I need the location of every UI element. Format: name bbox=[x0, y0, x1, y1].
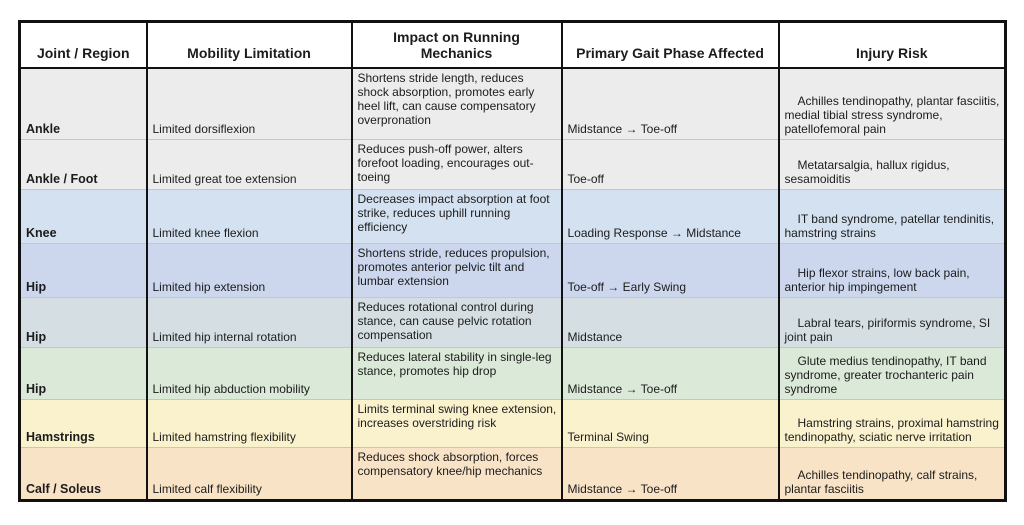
gait-phase-cell: Terminal Swing bbox=[560, 399, 780, 448]
gait-phase-cell: Midstance → Toe-off bbox=[560, 67, 780, 140]
impact-cell: Reduces shock absorption, forces compens… bbox=[350, 447, 563, 501]
impact-cell: Reduces push-off power, alters forefoot … bbox=[350, 139, 563, 190]
mobility-limitation-table: Joint / Region Mobility Limitation Impac… bbox=[18, 20, 1007, 502]
table-row-hamstrings: Hamstrings Limited hamstring flexibility… bbox=[18, 399, 1007, 448]
injury-risk-cell: Hip flexor strains, low back pain, anter… bbox=[777, 243, 1007, 298]
joint-cell: Ankle / Foot bbox=[18, 139, 148, 190]
header-impact-running-mechanics: Impact on Running Mechanics bbox=[350, 20, 563, 69]
limitation-cell: Limited dorsiflexion bbox=[145, 67, 353, 140]
gait-phase-cell: Midstance → Toe-off bbox=[560, 347, 780, 400]
limitation-cell: Limited hip abduction mobility bbox=[145, 347, 353, 400]
table-row-hip-extension: Hip Limited hip extension Shortens strid… bbox=[18, 243, 1007, 298]
table-row-calf-soleus: Calf / Soleus Limited calf flexibility R… bbox=[18, 447, 1007, 501]
joint-cell: Hip bbox=[18, 297, 148, 348]
injury-risk-cell: IT band syndrome, patellar tendinitis, h… bbox=[777, 189, 1007, 244]
limitation-cell: Limited hip internal rotation bbox=[145, 297, 353, 348]
limitation-cell: Limited knee flexion bbox=[145, 189, 353, 244]
injury-risk-cell: Glute medius tendinopathy, IT band syndr… bbox=[777, 347, 1007, 400]
joint-cell: Hamstrings bbox=[18, 399, 148, 448]
header-injury-risk: Injury Risk bbox=[777, 20, 1007, 69]
impact-cell: Shortens stride, reduces propulsion, pro… bbox=[350, 243, 563, 298]
impact-cell: Shortens stride length, reduces shock ab… bbox=[350, 67, 563, 140]
joint-cell: Calf / Soleus bbox=[18, 447, 148, 501]
table-row-knee: Knee Limited knee flexion Decreases impa… bbox=[18, 189, 1007, 244]
gait-phase-cell: Loading Response → Midstance bbox=[560, 189, 780, 244]
table-header-row: Joint / Region Mobility Limitation Impac… bbox=[18, 20, 1007, 69]
joint-cell: Ankle bbox=[18, 67, 148, 140]
table-row-ankle-foot: Ankle / Foot Limited great toe extension… bbox=[18, 139, 1007, 190]
table-row-ankle: Ankle Limited dorsiflexion Shortens stri… bbox=[18, 67, 1007, 140]
header-joint-region: Joint / Region bbox=[18, 20, 148, 69]
header-primary-gait-phase: Primary Gait Phase Affected bbox=[560, 20, 780, 69]
joint-cell: Hip bbox=[18, 347, 148, 400]
joint-cell: Knee bbox=[18, 189, 148, 244]
limitation-cell: Limited calf flexibility bbox=[145, 447, 353, 501]
injury-risk-cell: Achilles tendinopathy, plantar fasciitis… bbox=[777, 67, 1007, 140]
impact-cell: Limits terminal swing knee extension, in… bbox=[350, 399, 563, 448]
limitation-cell: Limited hip extension bbox=[145, 243, 353, 298]
impact-cell: Reduces rotational control during stance… bbox=[350, 297, 563, 348]
gait-phase-cell: Midstance bbox=[560, 297, 780, 348]
gait-phase-cell: Toe-off bbox=[560, 139, 780, 190]
injury-risk-cell: Achilles tendinopathy, calf strains, pla… bbox=[777, 447, 1007, 501]
table-row-hip-internal-rotation: Hip Limited hip internal rotation Reduce… bbox=[18, 297, 1007, 348]
injury-risk-cell: Hamstring strains, proximal hamstring te… bbox=[777, 399, 1007, 448]
impact-cell: Decreases impact absorption at foot stri… bbox=[350, 189, 563, 244]
injury-risk-cell: Metatarsalgia, hallux rigidus, sesamoidi… bbox=[777, 139, 1007, 190]
impact-cell: Reduces lateral stability in single-leg … bbox=[350, 347, 563, 400]
table-row-hip-abduction: Hip Limited hip abduction mobility Reduc… bbox=[18, 347, 1007, 400]
joint-cell: Hip bbox=[18, 243, 148, 298]
mobility-table-container: Joint / Region Mobility Limitation Impac… bbox=[18, 20, 1007, 502]
header-mobility-limitation: Mobility Limitation bbox=[145, 20, 353, 69]
limitation-cell: Limited great toe extension bbox=[145, 139, 353, 190]
limitation-cell: Limited hamstring flexibility bbox=[145, 399, 353, 448]
gait-phase-cell: Toe-off → Early Swing bbox=[560, 243, 780, 298]
gait-phase-cell: Midstance → Toe-off bbox=[560, 447, 780, 501]
injury-risk-cell: Labral tears, piriformis syndrome, SI jo… bbox=[777, 297, 1007, 348]
